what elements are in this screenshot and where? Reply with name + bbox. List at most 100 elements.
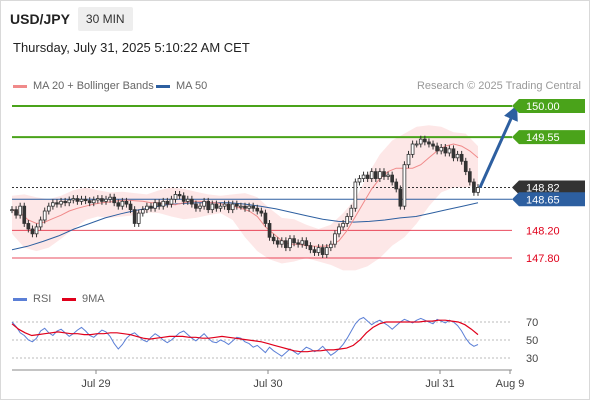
candle-body	[120, 200, 125, 207]
candle-body	[153, 202, 157, 209]
candle-body	[410, 143, 415, 155]
candle-body	[463, 160, 468, 173]
price-tag-text: 148.82	[526, 183, 560, 195]
bollinger-band-area	[12, 125, 478, 271]
candle-body	[361, 174, 366, 179]
price-tag-4: 148.20	[526, 225, 560, 237]
candle-body	[100, 198, 104, 202]
rsi-tick-label-0: 70	[526, 317, 538, 329]
candle-body	[42, 210, 47, 221]
candle-body	[333, 233, 337, 245]
price-tag-2: 148.82	[512, 180, 585, 195]
candle-body	[140, 209, 145, 214]
candle-body	[124, 200, 129, 205]
candle-body	[194, 203, 198, 209]
candle-body	[79, 198, 84, 202]
candle-body	[14, 209, 18, 216]
candle-body	[435, 145, 439, 152]
price-tag-bg	[512, 180, 585, 195]
candle-body	[296, 242, 300, 245]
candle-body	[63, 200, 67, 204]
price-tag-text: 150.00	[526, 101, 560, 113]
candle-body	[214, 203, 219, 209]
price-tag-bg	[512, 130, 585, 145]
ma20-swatch	[13, 84, 27, 88]
candle-body	[357, 178, 362, 183]
candle-body	[108, 196, 112, 200]
candle-body	[386, 174, 390, 177]
price-tag-bg	[512, 192, 585, 207]
rsi-tick-label-1: 50	[526, 335, 538, 347]
ma9-legend-label: 9MA	[82, 293, 105, 305]
candle-body	[349, 207, 354, 217]
candle-body	[423, 138, 427, 143]
candle-body	[337, 226, 341, 235]
candle-body	[71, 198, 76, 201]
timeframe-badge[interactable]: 30 MIN	[77, 7, 133, 31]
candle-body	[149, 205, 153, 209]
candle-body	[263, 212, 268, 224]
price-tag-text: 149.55	[526, 132, 560, 144]
symbol-label: USD/JPY	[10, 11, 70, 27]
rsi-series-line-RSI	[11, 316, 479, 357]
price-tag-text: 148.65	[526, 194, 560, 206]
candle-body	[365, 174, 370, 179]
candle-body	[292, 238, 296, 244]
candle-body	[427, 141, 431, 145]
candle-body	[198, 205, 202, 209]
candle-body	[284, 240, 288, 249]
candle-body	[96, 198, 100, 201]
ma9-swatch	[62, 297, 76, 301]
candle-body	[418, 138, 423, 145]
candle-body	[439, 147, 444, 152]
candle-body	[128, 203, 133, 211]
ma20-legend-label: MA 20 + Bollinger Bands	[33, 80, 154, 92]
candle-body	[255, 207, 260, 212]
candle-body	[308, 245, 313, 251]
candle-body	[67, 199, 72, 204]
candle-body	[251, 205, 256, 209]
price-tag-bg	[512, 99, 585, 113]
candle-body	[38, 219, 43, 228]
candle-body	[288, 238, 292, 249]
price-tag-1: 149.55	[512, 130, 585, 145]
candle-body	[18, 205, 23, 216]
candle-body	[51, 202, 55, 207]
candle-body	[300, 240, 305, 245]
candle-body	[447, 148, 452, 154]
candle-body	[165, 200, 170, 205]
candle-body	[234, 203, 239, 207]
candle-body	[369, 171, 374, 179]
candle-body	[75, 198, 80, 202]
candle-body	[226, 203, 231, 211]
candle-body	[467, 171, 472, 183]
candle-body	[202, 200, 206, 207]
price-tag-5: 147.80	[526, 253, 560, 265]
candle-body	[398, 188, 403, 207]
candle-body	[259, 210, 264, 214]
candle-body	[316, 247, 321, 253]
candle-body	[59, 200, 63, 205]
candle-body	[46, 205, 51, 212]
candle-body	[394, 181, 399, 190]
candle-body	[431, 143, 435, 147]
time-tick-label-2: Jul 31	[425, 378, 454, 390]
candle-body	[173, 194, 178, 200]
candle-body	[329, 243, 333, 249]
candle-body	[161, 200, 166, 207]
candle-body	[267, 223, 272, 238]
rsi-series-line-9MA	[11, 319, 479, 353]
candle-body	[312, 249, 317, 253]
candle-body	[145, 205, 149, 211]
candle-body	[185, 198, 190, 202]
candle-body	[239, 205, 243, 208]
candle-body	[169, 198, 174, 205]
candle-body	[34, 226, 39, 235]
candle-body	[406, 153, 411, 166]
candle-body	[116, 202, 121, 207]
candle-body	[177, 194, 182, 197]
projection-arrow	[478, 105, 518, 189]
candle-body	[304, 240, 309, 246]
candle-body	[247, 205, 251, 209]
